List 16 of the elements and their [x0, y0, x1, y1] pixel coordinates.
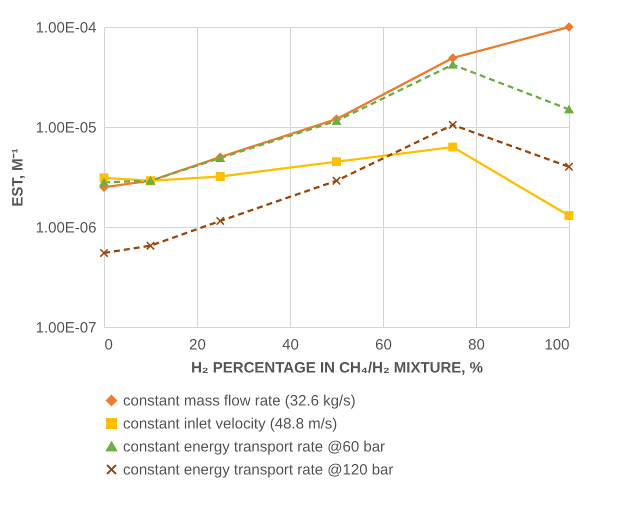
legend-label: constant energy transport rate @60 bar: [123, 438, 386, 456]
x-tick-label: 100: [544, 336, 570, 354]
legend-label: constant energy transport rate @120 bar: [123, 462, 394, 478]
x-tick-label: 0: [104, 336, 113, 354]
x-tick-label: 80: [468, 336, 485, 354]
x-axis-title: H₂ PERCENTAGE IN CH₄/H₂ MIXTURE, %: [191, 360, 483, 376]
x-tick-label: 60: [375, 336, 392, 354]
y-tick-label: 1.00E-04: [36, 20, 96, 36]
y-axis-title: EST, M⁻¹: [10, 148, 27, 207]
legend-label: constant inlet velocity (48.8 m/s): [123, 416, 338, 432]
x-tick-label: 40: [282, 336, 299, 354]
y-tick-label: 1.00E-06: [36, 220, 96, 236]
y-tick-label: 1.00E-07: [36, 320, 96, 336]
y-tick-label: 1.00E-05: [36, 120, 96, 136]
legend-label: constant mass flow rate (32.6 kg/s): [123, 392, 356, 410]
x-tick-label: 20: [189, 336, 206, 354]
